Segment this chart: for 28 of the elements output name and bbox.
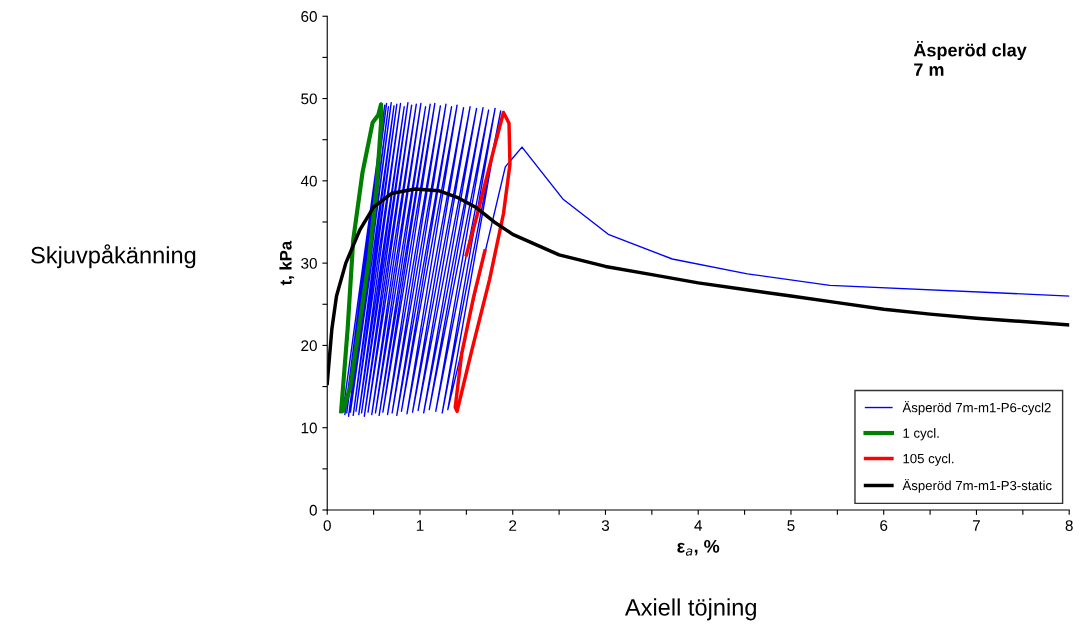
y-tick-label: 30 <box>301 257 317 269</box>
y-tick-label: 60 <box>301 11 317 22</box>
line-series <box>342 101 1070 417</box>
line-series <box>339 102 384 414</box>
x-axis-title: ε$_{a}$, % <box>677 539 720 556</box>
y-tick-label: 40 <box>300 175 317 187</box>
legend-label: 1 cycl. <box>903 428 939 441</box>
y-axis-title: t, kPa <box>279 240 295 286</box>
x-tick-label: 4 <box>694 520 703 531</box>
line-series <box>453 110 512 413</box>
y-tick-label: 10 <box>301 422 317 434</box>
x-tick-label: 5 <box>787 520 795 531</box>
x-tick-label: 7 <box>972 520 980 531</box>
x-tick-label: 3 <box>601 520 610 531</box>
x-tick-label: 1 <box>416 520 424 531</box>
text: Skjuvpåkänning <box>31 244 196 269</box>
x-tick-label: 6 <box>880 520 888 531</box>
y-tick-label: 0 <box>309 504 317 516</box>
x-tick-label: 2 <box>509 520 517 531</box>
x-tick-label: 0 <box>323 520 331 531</box>
annotation: Äsperöd clay 7 m <box>913 40 1027 76</box>
legend-label: Äsperöd 7m-m1-P6-cycl2 <box>902 401 1051 415</box>
y-tick-label: 20 <box>301 340 317 352</box>
legend-label: Äsperöd 7m-m1-P3-static <box>902 479 1052 493</box>
y-tick-label: 50 <box>301 93 317 105</box>
text: Axiell töjning <box>624 598 756 621</box>
legend-label: 105 cycl. <box>903 453 954 466</box>
x-tick-label: 8 <box>1065 520 1073 531</box>
